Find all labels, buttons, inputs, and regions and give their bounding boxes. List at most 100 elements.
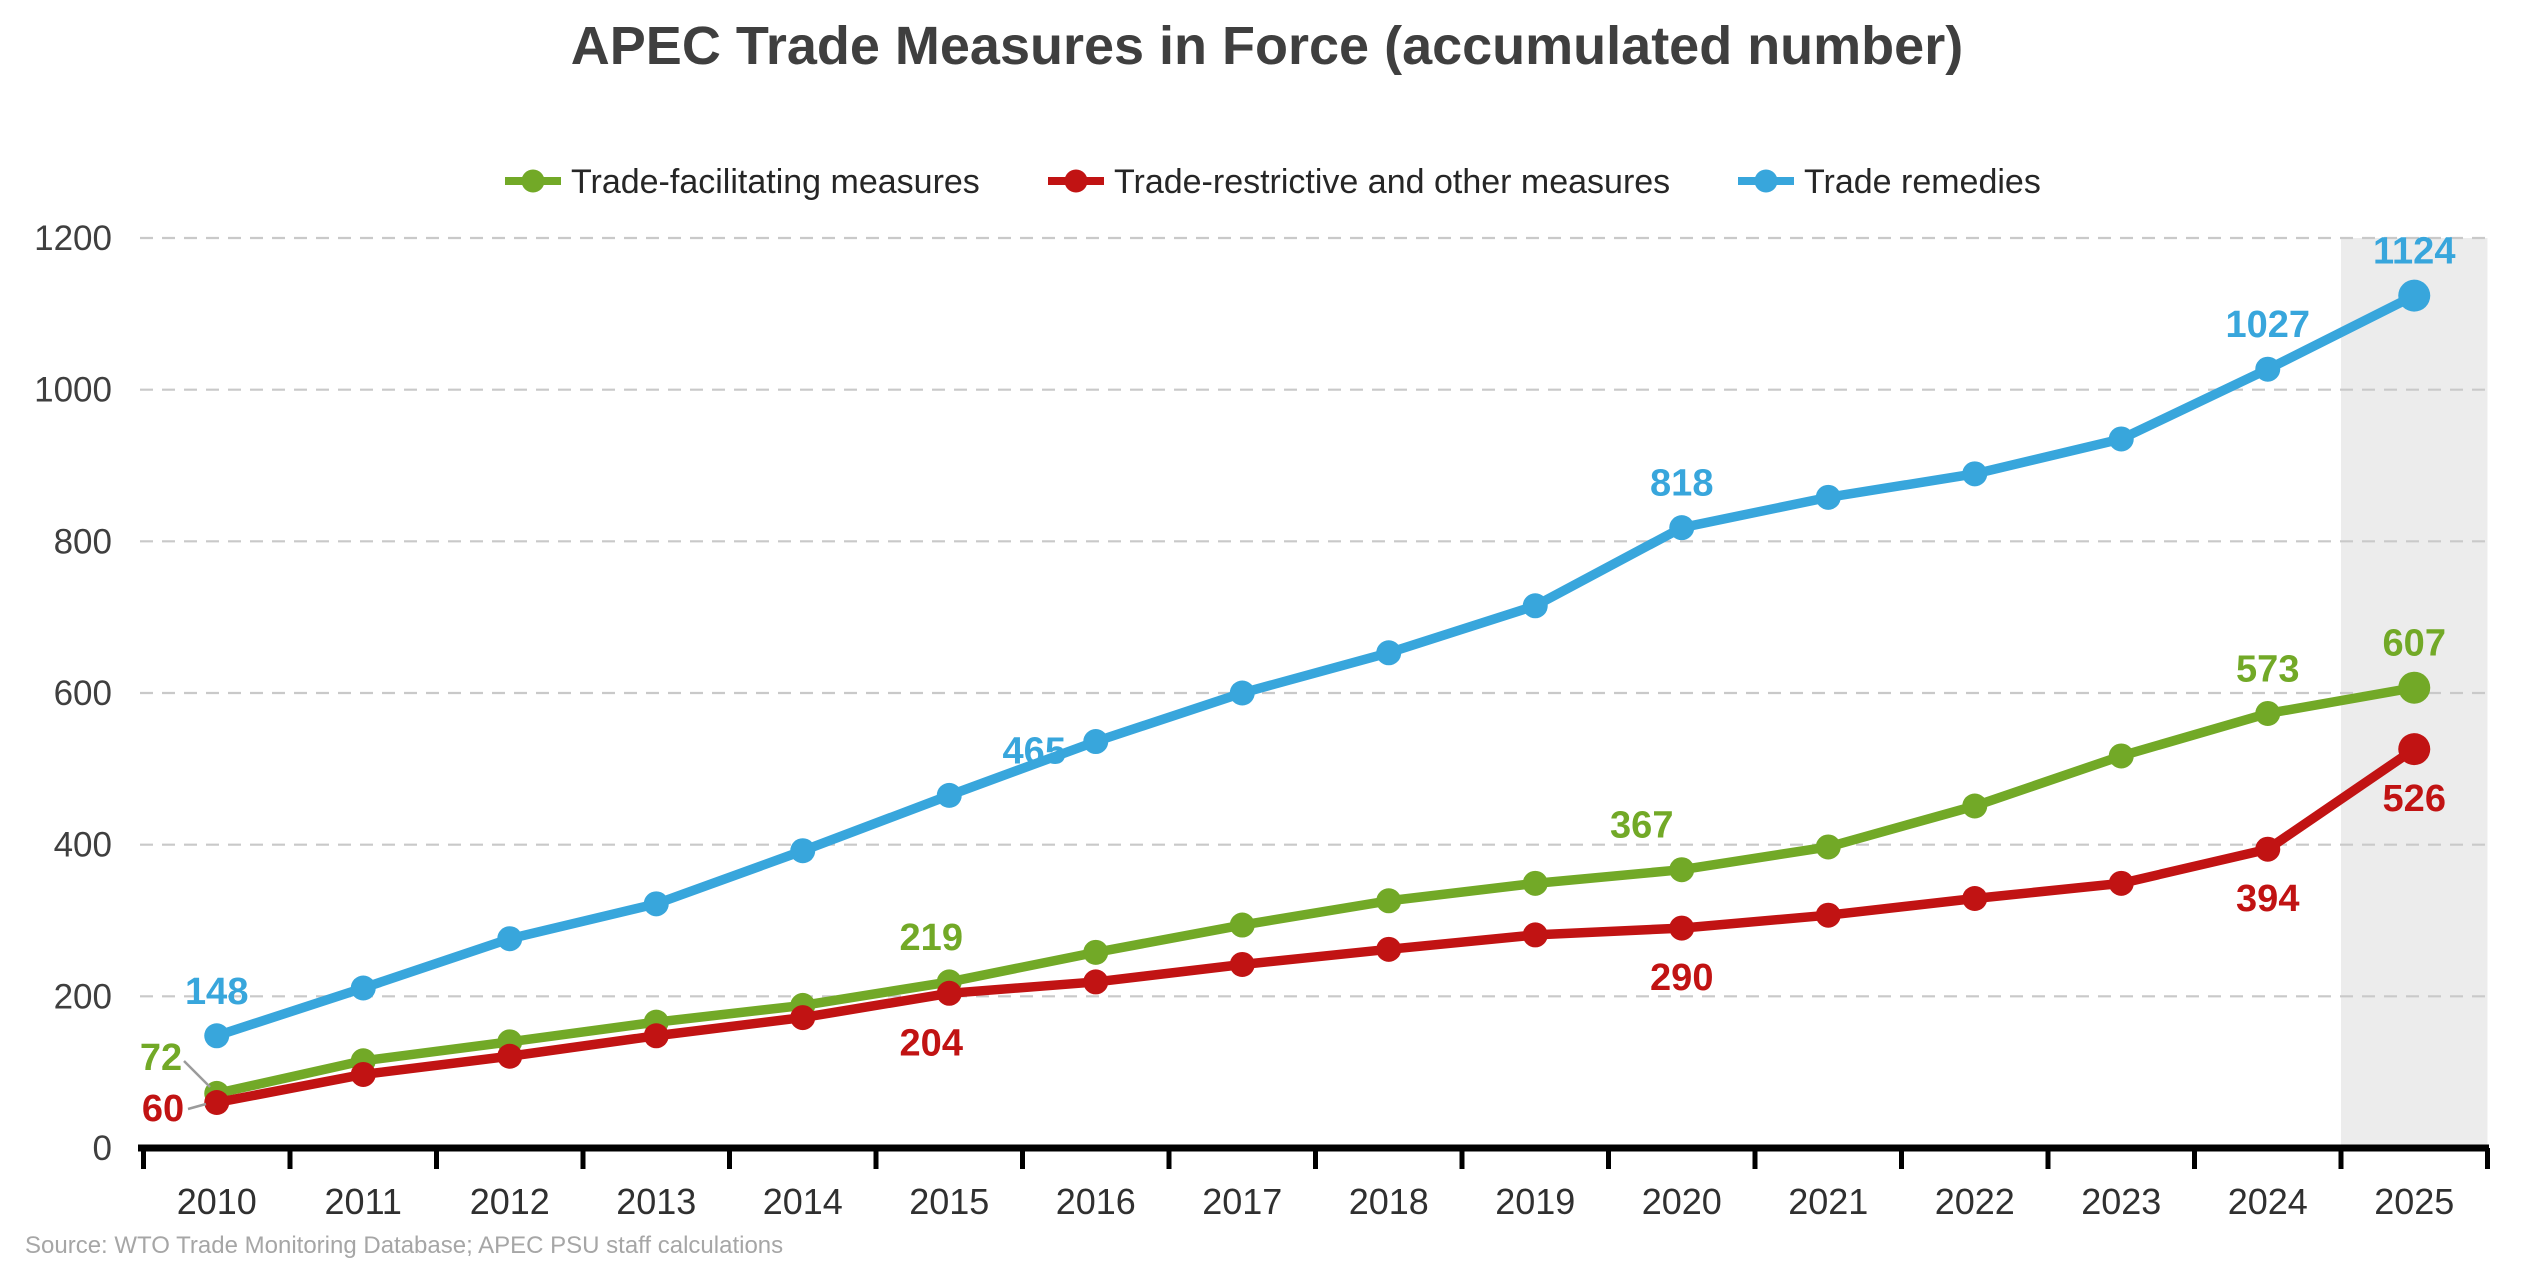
y-axis-label: 600 [54,674,112,713]
data-point [1083,729,1109,755]
data-point [1229,951,1255,977]
x-axis-label: 2024 [2228,1181,2308,1222]
data-point [1815,902,1841,928]
data-label: 573 [2236,648,2299,690]
legend: Trade-facilitating measures Trade-restri… [505,163,2041,201]
x-axis-label: 2013 [616,1181,696,1222]
x-axis-label: 2020 [1642,1181,1722,1222]
data-point [1962,461,1988,487]
x-axis-label: 2015 [909,1181,989,1222]
data-point [2398,733,2431,766]
legend-item-trade-facilitating: Trade-facilitating measures [505,163,980,201]
x-axis-label: 2025 [2374,1181,2454,1222]
x-axis-label: 2021 [1788,1181,1868,1222]
data-label: 72 [140,1037,182,1079]
data-label: 219 [900,917,963,959]
data-label: 818 [1650,463,1713,505]
data-label: 465 [1003,730,1066,772]
x-axis-label: 2010 [177,1181,257,1222]
chart-title: APEC Trade Measures in Force (accumulate… [571,16,1963,76]
data-point [2398,671,2431,704]
x-axis-label: 2023 [2081,1181,2161,1222]
data-point [936,980,962,1006]
data-label: 1124 [2373,231,2455,273]
data-point [497,1043,523,1069]
data-point [1522,593,1548,619]
legend-marker-dot-icon [1754,169,1778,193]
data-point [1376,936,1402,962]
data-point [2108,870,2134,896]
legend-item-trade-restrictive: Trade-restrictive and other measures [1048,163,1670,201]
data-point [1669,515,1695,541]
data-label: 526 [2383,778,2446,820]
y-axis-label: 1200 [34,219,112,258]
data-label-layer: 72 219 367 573 607 60 204 290 394 526 148 465 818 102… [140,231,2456,1130]
data-point [1962,886,1988,912]
data-point [643,1023,669,1049]
data-point [790,838,816,864]
series-line-2 [212,290,2419,1041]
series-line-0 [212,682,2419,1099]
label-leader-line [183,1060,211,1088]
series-line-1 [212,744,2419,1108]
data-point [1376,640,1402,666]
data-point [497,926,523,952]
legend-label: Trade-facilitating measures [571,163,980,201]
data-point [1229,912,1255,938]
data-point [643,891,669,917]
legend-marker-dot-icon [1064,169,1088,193]
x-axis-label: 2018 [1349,1181,1429,1222]
data-point [1376,888,1402,914]
y-axis-label: 1000 [34,371,112,410]
data-label: 1027 [2225,304,2310,346]
gridline-layer [140,236,2488,998]
y-axis-labels: 0 200 400 600 800 1000 1200 [34,219,112,1168]
legend-label: Trade remedies [1804,163,2041,201]
data-label: 290 [1650,957,1713,999]
data-label: 607 [2383,623,2446,665]
data-label: 204 [900,1022,963,1064]
data-point [1962,793,1988,819]
data-point [350,1061,376,1087]
data-point [1522,922,1548,948]
data-point [2398,279,2431,312]
data-point [1815,484,1841,510]
data-point [1229,680,1255,706]
data-point [1522,870,1548,896]
x-axis-label: 2022 [1935,1181,2015,1222]
x-axis-label: 2012 [470,1181,550,1222]
data-point [2255,356,2281,382]
legend-label: Trade-restrictive and other measures [1114,163,1670,201]
data-point [1083,969,1109,995]
y-axis-label: 800 [54,522,112,561]
x-axis-labels: 2010 2011 2012 2013 2014 2015 2016 2017 2018 2019… [177,1181,2455,1222]
y-axis-label: 0 [93,1129,112,1168]
data-point [1083,939,1109,965]
data-point [1669,915,1695,941]
data-point [2108,426,2134,452]
x-axis-label: 2019 [1495,1181,1575,1222]
series-layer [204,279,2431,1115]
data-label: 148 [185,971,248,1013]
x-axis-label: 2016 [1056,1181,1136,1222]
data-point [2255,836,2281,862]
data-point [936,782,962,808]
data-point [2108,743,2134,769]
label-leader-line [187,1102,207,1111]
data-label: 394 [2236,878,2299,920]
data-point [1669,857,1695,883]
legend-item-trade-remedies: Trade remedies [1738,163,2041,201]
legend-marker-dot-icon [521,169,545,193]
x-axis-label: 2011 [325,1181,402,1222]
data-point [790,1005,816,1031]
data-label: 367 [1610,805,1673,847]
data-label: 60 [142,1088,184,1130]
data-point [204,1089,230,1115]
data-point [2255,700,2281,726]
x-axis-layer [138,1144,2490,1169]
data-point [1815,834,1841,860]
y-axis-label: 200 [54,977,112,1016]
x-axis-label: 2017 [1202,1181,1282,1222]
x-axis-label: 2014 [763,1181,843,1222]
